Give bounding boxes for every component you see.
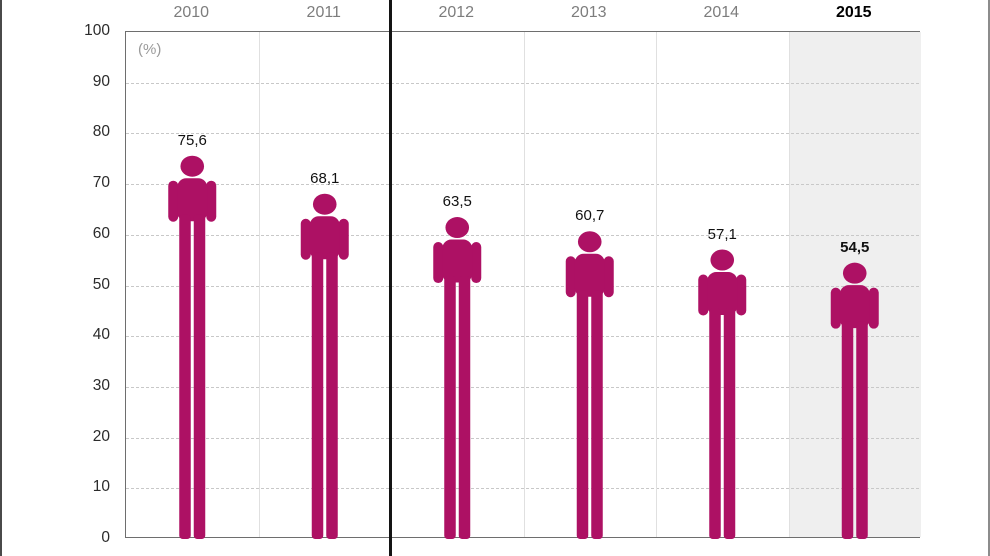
year-label-2010: 2010 [173,4,210,21]
left-edge-border [0,0,2,556]
vertical-gridline [258,32,260,537]
y-tick-label: 60 [92,224,110,242]
y-tick-label: 90 [92,72,110,90]
value-label-2014: 57,1 [707,225,737,243]
highlighted-year-background [788,32,921,537]
period-divider-line [388,0,392,556]
year-label-2014: 2014 [703,4,740,21]
plot-area: 75,6 68,1 63,5 60,7 57,1 54,5 (%) [125,31,921,539]
y-tick-label: 70 [92,174,110,192]
vertical-gridline [788,32,790,537]
vertical-gridline [391,32,392,537]
right-edge-border [988,0,990,556]
horizontal-gridline [126,437,919,439]
y-tick-label: 10 [92,478,110,496]
value-label-2010: 75,6 [177,131,207,149]
year-label-2011: 2011 [306,4,341,21]
value-label-2011: 68,1 [310,169,340,187]
y-tick-label: 80 [92,123,110,141]
person-pictogram-2014 [698,249,747,539]
horizontal-gridline [126,336,919,338]
vertical-gridline [523,32,525,537]
horizontal-gridline [126,82,919,84]
value-label-2012: 63,5 [442,193,472,211]
value-label-2013: 60,7 [575,207,605,225]
y-tick-label: 50 [92,275,110,293]
y-tick-label: 40 [92,326,110,344]
y-tick-label: 30 [92,376,110,394]
person-pictogram-2010 [168,155,217,539]
unit-label: (%) [138,41,162,58]
y-tick-label: 0 [101,529,110,546]
vertical-gridline [656,32,657,537]
year-label-2012: 2012 [438,4,475,21]
y-tick-label: 20 [92,427,110,445]
person-pictogram-2015 [830,262,879,539]
person-figures [168,155,879,539]
horizontal-gridline [126,184,919,186]
horizontal-gridline [126,234,919,236]
horizontal-gridline [126,488,919,490]
horizontal-gridline [126,386,919,388]
year-label-2013: 2013 [570,4,607,21]
person-pictogram-2013 [565,231,614,539]
value-label-2015: 54,5 [840,238,870,256]
horizontal-gridline [126,133,919,135]
person-pictogram-2012 [433,217,482,539]
year-label-2015: 2015 [835,4,872,21]
person-pictogram-2011 [300,193,349,539]
y-tick-label: 100 [84,22,110,39]
horizontal-gridline [126,285,919,287]
